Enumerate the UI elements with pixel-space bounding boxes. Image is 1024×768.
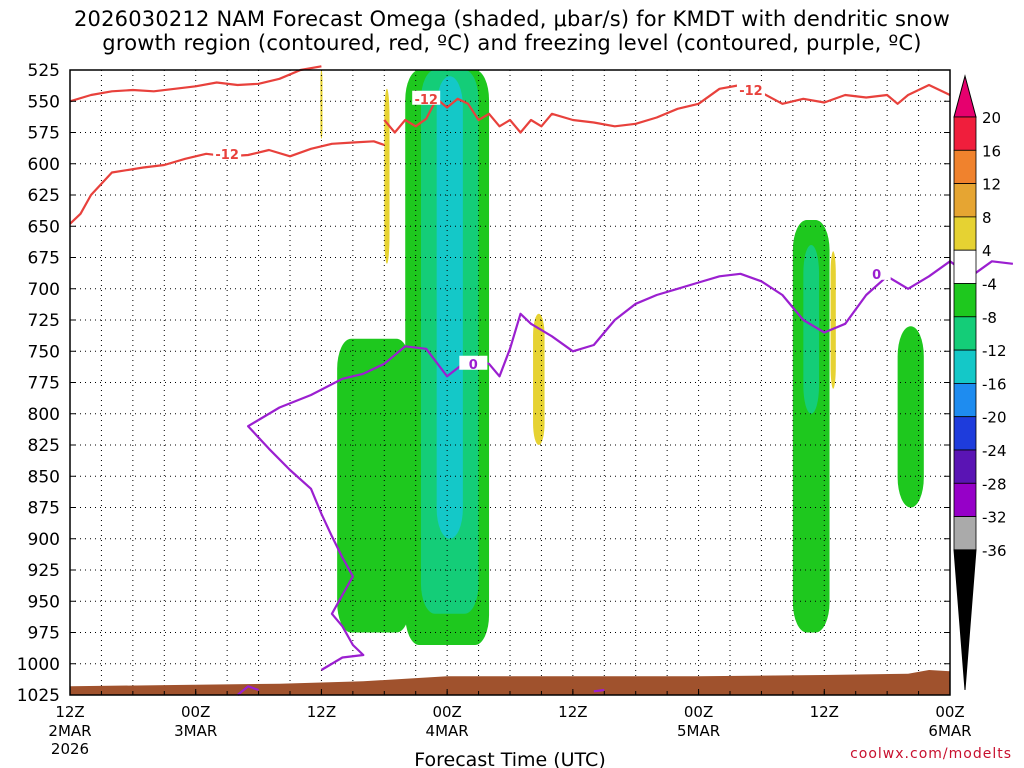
freezing-label-mid: 0: [469, 358, 478, 373]
y-tick-label: 750: [28, 342, 60, 362]
y-tick-label: 775: [28, 374, 60, 394]
dgz-label-mid-bg: [412, 90, 441, 105]
x-tick-label: 00Z: [432, 703, 461, 721]
dgz-label-right-bg: [736, 82, 765, 96]
y-tick-label: 875: [28, 499, 60, 519]
omega-rising-day4-core: [803, 245, 820, 414]
omega-rising-main-column-max: [436, 76, 463, 539]
y-tick-label: 575: [28, 124, 60, 144]
y-tick-label: 725: [28, 311, 60, 331]
colorbar-label: -20: [982, 409, 1007, 427]
colorbar-segment: [953, 516, 977, 551]
omega-weak-positive-2: [384, 88, 390, 264]
colorbar-segment: [953, 449, 977, 484]
colorbar-segment: [953, 183, 977, 218]
dgz-label-left: -12: [215, 148, 239, 163]
omega-rising-lower-left: [337, 338, 411, 633]
omega-weak-positive-1: [320, 70, 323, 139]
y-tick-label: 1025: [17, 686, 60, 706]
colorbar-label: -24: [982, 442, 1007, 460]
colorbar-segment: [953, 283, 977, 318]
y-tick-label: 700: [28, 280, 60, 300]
x-tick-label: 12Z: [558, 703, 587, 721]
y-tick-label: 550: [28, 92, 60, 112]
chart-title-line-2: growth region (contoured, red, ºC) and f…: [102, 31, 922, 55]
x-tick-label: 6MAR: [928, 722, 971, 740]
omega-rising-late: [897, 326, 924, 508]
x-tick-label: 2MAR: [48, 722, 91, 740]
omega-weak-positive-4: [830, 251, 836, 389]
colorbar-segment: [953, 416, 977, 451]
freezing-contour-main: [247, 260, 1014, 671]
dgz-contour-upper-right: [383, 83, 951, 134]
colorbar-label: 20: [982, 109, 1001, 127]
x-tick-label: 3MAR: [174, 722, 217, 740]
y-tick-label: 900: [28, 530, 60, 550]
colorbar-segment: [953, 382, 977, 418]
colorbar-top-arrow: [953, 74, 977, 118]
freezing-contour-small-right: [593, 688, 605, 693]
x-axis-label: Forecast Time (UTC): [414, 749, 605, 768]
x-tick-label: 5MAR: [677, 722, 720, 740]
colorbar-segment: [953, 482, 977, 517]
colorbar-segment: [953, 249, 977, 284]
colorbar-bottom-arrow: [953, 549, 977, 691]
dgz-label-left-bg: [213, 145, 242, 160]
colorbar-label: 12: [982, 176, 1001, 194]
freezing-label-right-bg: [862, 265, 891, 280]
y-tick-label: 1000: [17, 655, 60, 675]
colorbar-label: -36: [982, 542, 1007, 560]
colorbar-label: 16: [982, 142, 1001, 160]
colorbar-label: -12: [982, 342, 1007, 360]
chart-title-line-1: 2026030212 NAM Forecast Omega (shaded, μ…: [73, 7, 951, 31]
omega-rising-day4: [792, 220, 830, 633]
y-tick-label: 850: [28, 467, 60, 487]
terrain-surface: [70, 670, 950, 695]
colorbar-segment: [953, 149, 977, 185]
freezing-contour-small-left: [236, 685, 259, 696]
site-credit: coolwx.com/modelts: [850, 746, 1012, 762]
colorbar-label: -28: [982, 475, 1007, 493]
y-tick-label: 625: [28, 186, 60, 206]
x-tick-label: 2026: [51, 740, 89, 758]
x-tick-label: 12Z: [55, 703, 84, 721]
colorbar-label: -32: [982, 509, 1007, 527]
dgz-contour-upper-left: [69, 65, 322, 103]
y-tick-label: 525: [28, 61, 60, 81]
y-tick-label: 925: [28, 561, 60, 581]
y-tick-label: 800: [28, 405, 60, 425]
y-tick-label: 975: [28, 624, 60, 644]
colorbar-segment: [953, 216, 977, 251]
x-tick-label: 12Z: [307, 703, 336, 721]
freezing-label-right: 0: [872, 268, 881, 283]
dgz-label-mid: -12: [414, 93, 438, 108]
colorbar-segment: [953, 116, 977, 151]
x-tick-label: 12Z: [810, 703, 839, 721]
freezing-label-mid-bg: [459, 355, 488, 370]
colorbar-segment: [953, 349, 977, 384]
y-tick-label: 825: [28, 436, 60, 456]
colorbar-segment: [953, 316, 977, 351]
colorbar-label: 8: [982, 209, 992, 227]
x-tick-label: 00Z: [684, 703, 713, 721]
omega-weak-positive-3: [533, 313, 545, 445]
colorbar-label: 4: [982, 242, 992, 260]
colorbar-label: -8: [982, 309, 997, 327]
y-tick-label: 950: [28, 592, 60, 612]
x-tick-label: 00Z: [935, 703, 964, 721]
y-tick-label: 650: [28, 217, 60, 237]
x-tick-label: 4MAR: [426, 722, 469, 740]
x-tick-label: 00Z: [181, 703, 210, 721]
colorbar-label: -16: [982, 375, 1007, 393]
dgz-label-right: -12: [739, 84, 763, 99]
y-tick-label: 675: [28, 249, 60, 269]
colorbar-label: -4: [982, 276, 997, 294]
y-tick-label: 600: [28, 155, 60, 175]
